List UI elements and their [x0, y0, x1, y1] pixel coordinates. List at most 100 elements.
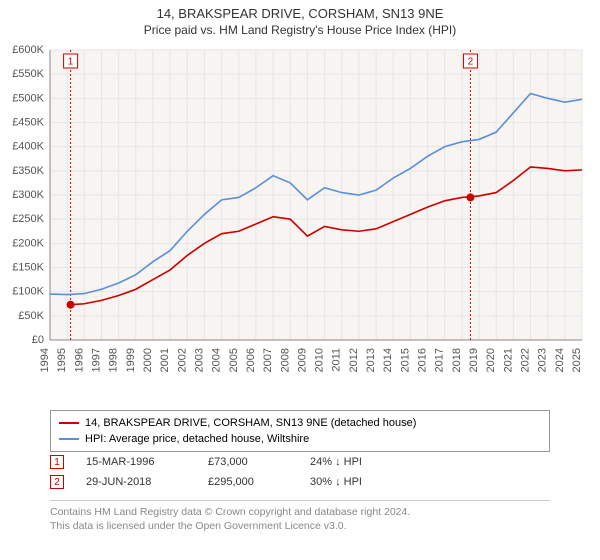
x-tick: 2024	[554, 348, 566, 372]
y-tick: £200K	[12, 237, 44, 249]
svg-text:2012: 2012	[348, 348, 360, 372]
svg-text:2003: 2003	[193, 348, 205, 372]
x-tick: 1995	[56, 348, 68, 372]
x-tick: 2023	[537, 348, 549, 372]
marker-dot	[67, 301, 75, 309]
legend-item: HPI: Average price, detached house, Wilt…	[59, 431, 541, 447]
marker-row-price: £295,000	[208, 476, 288, 488]
marker-dot	[466, 193, 474, 201]
attribution: Contains HM Land Registry data © Crown c…	[50, 500, 550, 533]
svg-text:£150K: £150K	[12, 262, 44, 274]
chart-subtitle: Price paid vs. HM Land Registry's House …	[0, 23, 600, 37]
x-tick: 2005	[228, 348, 240, 372]
legend-swatch	[59, 422, 79, 424]
svg-text:2009: 2009	[296, 348, 308, 372]
svg-text:1996: 1996	[73, 348, 85, 372]
svg-text:2010: 2010	[314, 348, 326, 372]
x-tick: 2017	[434, 348, 446, 372]
x-tick: 2025	[571, 348, 583, 372]
chart-svg: £0 £50K £100K £150K £200K £250K £300K £350K £400…	[0, 40, 600, 400]
svg-text:2021: 2021	[502, 348, 514, 372]
svg-text:£400K: £400K	[12, 141, 44, 153]
svg-text:1997: 1997	[90, 348, 102, 372]
marker-badge: 2	[463, 54, 477, 68]
y-tick: £0	[32, 334, 44, 346]
x-tick: 2008	[279, 348, 291, 372]
x-tick: 2001	[159, 348, 171, 372]
svg-text:2000: 2000	[142, 348, 154, 372]
x-tick: 2003	[193, 348, 205, 372]
svg-text:2019: 2019	[468, 348, 480, 372]
x-tick: 2011	[331, 348, 343, 372]
svg-text:2024: 2024	[554, 348, 566, 372]
svg-text:£50K: £50K	[18, 310, 44, 322]
attribution-line1: Contains HM Land Registry data © Crown c…	[50, 505, 550, 519]
markers-table: 115-MAR-1996£73,00024% ↓ HPI229-JUN-2018…	[50, 452, 550, 492]
x-tick: 2009	[296, 348, 308, 372]
svg-text:£600K: £600K	[12, 44, 44, 56]
x-tick: 1997	[90, 348, 102, 372]
svg-text:£350K: £350K	[12, 165, 44, 177]
svg-text:2020: 2020	[485, 348, 497, 372]
attribution-line2: This data is licensed under the Open Gov…	[50, 519, 550, 533]
svg-text:£550K: £550K	[12, 68, 44, 80]
marker-row-date: 29-JUN-2018	[86, 476, 186, 488]
x-tick: 1999	[125, 348, 137, 372]
marker-row: 229-JUN-2018£295,00030% ↓ HPI	[50, 472, 550, 492]
x-tick: 1994	[39, 348, 51, 372]
chart-container: 14, BRAKSPEAR DRIVE, CORSHAM, SN13 9NE P…	[0, 0, 600, 560]
svg-text:2005: 2005	[228, 348, 240, 372]
svg-text:£0: £0	[32, 334, 44, 346]
x-tick: 2002	[176, 348, 188, 372]
svg-text:2014: 2014	[382, 348, 394, 372]
svg-text:2001: 2001	[159, 348, 171, 372]
legend-item: 14, BRAKSPEAR DRIVE, CORSHAM, SN13 9NE (…	[59, 415, 541, 431]
svg-text:1995: 1995	[56, 348, 68, 372]
x-tick: 2012	[348, 348, 360, 372]
marker-row-diff: 30% ↓ HPI	[310, 476, 410, 488]
svg-text:1994: 1994	[39, 348, 51, 372]
svg-text:2: 2	[468, 57, 474, 68]
x-tick: 1996	[73, 348, 85, 372]
svg-text:1998: 1998	[108, 348, 120, 372]
svg-text:2016: 2016	[417, 348, 429, 372]
svg-text:2022: 2022	[520, 348, 532, 372]
x-tick: 2019	[468, 348, 480, 372]
x-tick: 2016	[417, 348, 429, 372]
svg-text:2018: 2018	[451, 348, 463, 372]
x-tick: 2007	[262, 348, 274, 372]
x-tick: 2010	[314, 348, 326, 372]
svg-text:£250K: £250K	[12, 213, 44, 225]
y-tick: £250K	[12, 213, 44, 225]
x-tick: 2020	[485, 348, 497, 372]
svg-text:2002: 2002	[176, 348, 188, 372]
y-tick: £400K	[12, 141, 44, 153]
legend-swatch	[59, 438, 79, 440]
x-tick: 2018	[451, 348, 463, 372]
y-tick: £550K	[12, 68, 44, 80]
marker-row-date: 15-MAR-1996	[86, 456, 186, 468]
y-tick: £350K	[12, 165, 44, 177]
marker-row: 115-MAR-1996£73,00024% ↓ HPI	[50, 452, 550, 472]
svg-text:2006: 2006	[245, 348, 257, 372]
svg-text:2023: 2023	[537, 348, 549, 372]
svg-text:£300K: £300K	[12, 189, 44, 201]
svg-text:1: 1	[68, 57, 74, 68]
svg-text:2025: 2025	[571, 348, 583, 372]
x-tick: 2006	[245, 348, 257, 372]
svg-text:2017: 2017	[434, 348, 446, 372]
svg-text:2008: 2008	[279, 348, 291, 372]
marker-row-badge: 1	[50, 455, 64, 469]
svg-text:£200K: £200K	[12, 237, 44, 249]
chart-area: £0 £50K £100K £150K £200K £250K £300K £350K £400…	[0, 40, 600, 400]
y-tick: £600K	[12, 44, 44, 56]
title-block: 14, BRAKSPEAR DRIVE, CORSHAM, SN13 9NE P…	[0, 0, 600, 37]
x-tick: 1998	[108, 348, 120, 372]
chart-title: 14, BRAKSPEAR DRIVE, CORSHAM, SN13 9NE	[0, 6, 600, 21]
marker-badge: 1	[64, 54, 78, 68]
svg-text:£100K: £100K	[12, 286, 44, 298]
svg-text:2007: 2007	[262, 348, 274, 372]
marker-row-diff: 24% ↓ HPI	[310, 456, 410, 468]
x-tick: 2004	[211, 348, 223, 372]
y-tick: £150K	[12, 262, 44, 274]
